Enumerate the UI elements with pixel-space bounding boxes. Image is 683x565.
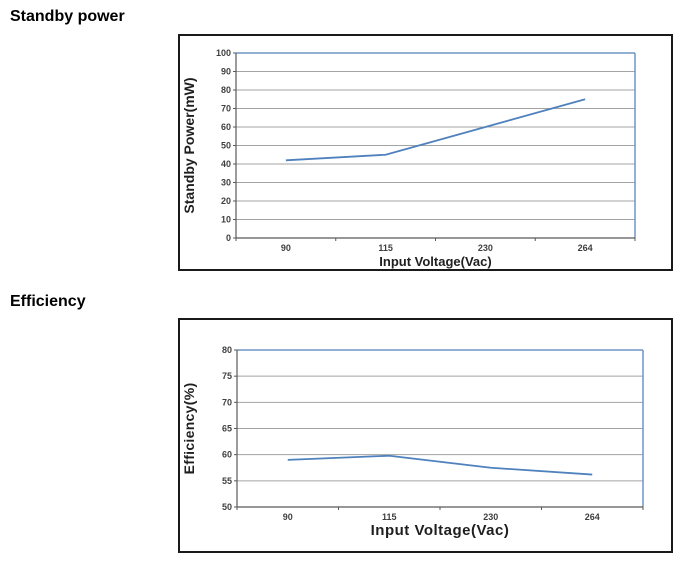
- y-axis-title: Standby Power(mW): [181, 77, 197, 213]
- x-axis-title: Input Voltage(Vac): [379, 254, 491, 269]
- y-axis-title: Efficiency(%): [181, 383, 197, 475]
- y-tick-label: 0: [226, 233, 231, 243]
- x-tick-label: 90: [281, 243, 291, 253]
- standby-power-chart: 0 10 20 30 40 50 60 70 80 90 100 90 115 230 264 Input V…: [181, 48, 636, 269]
- y-tick-label: 70: [222, 397, 232, 407]
- y-tick-label: 60: [221, 122, 231, 132]
- x-tick-label: 90: [283, 512, 293, 522]
- section-title-standby-power: Standby power: [10, 8, 125, 25]
- x-tick-label: 264: [585, 512, 600, 522]
- y-tick-label: 80: [222, 345, 232, 355]
- x-tick-label: 264: [578, 243, 593, 253]
- y-tick-label: 55: [222, 476, 232, 486]
- y-tick-label: 40: [221, 159, 231, 169]
- y-tick-label: 90: [221, 67, 231, 77]
- x-tick-label: 115: [378, 243, 393, 253]
- y-tick-label: 10: [221, 215, 231, 225]
- data-series-line: [287, 454, 593, 476]
- x-tick-label: 230: [483, 512, 498, 522]
- y-tick-label: 70: [221, 104, 231, 114]
- section-title-efficiency: Efficiency: [10, 293, 86, 310]
- y-tick-label: 65: [222, 424, 232, 434]
- x-axis-title: Input Voltage(Vac): [371, 522, 510, 539]
- y-tick-label: 60: [222, 450, 232, 460]
- efficiency-chart: 50 55 60 65 70 75 80 90 115 230 264 Input Voltage(V…: [181, 345, 644, 539]
- y-tick-label: 50: [222, 502, 232, 512]
- y-tick-label: 100: [216, 48, 231, 58]
- y-tick-label: 30: [221, 178, 231, 188]
- x-tick-label: 115: [382, 512, 397, 522]
- x-tick-label: 230: [478, 243, 493, 253]
- data-series-line: [285, 98, 586, 162]
- y-tick-label: 80: [221, 85, 231, 95]
- efficiency-chart-frame: 50 55 60 65 70 75 80 90 115 230 264 Input Voltage(V…: [178, 318, 673, 553]
- y-tick-label: 50: [221, 141, 231, 151]
- y-tick-label: 20: [221, 196, 231, 206]
- y-tick-label: 75: [222, 371, 232, 381]
- standby-power-chart-frame: 0 10 20 30 40 50 60 70 80 90 100 90 115 230 264 Input V…: [178, 34, 673, 271]
